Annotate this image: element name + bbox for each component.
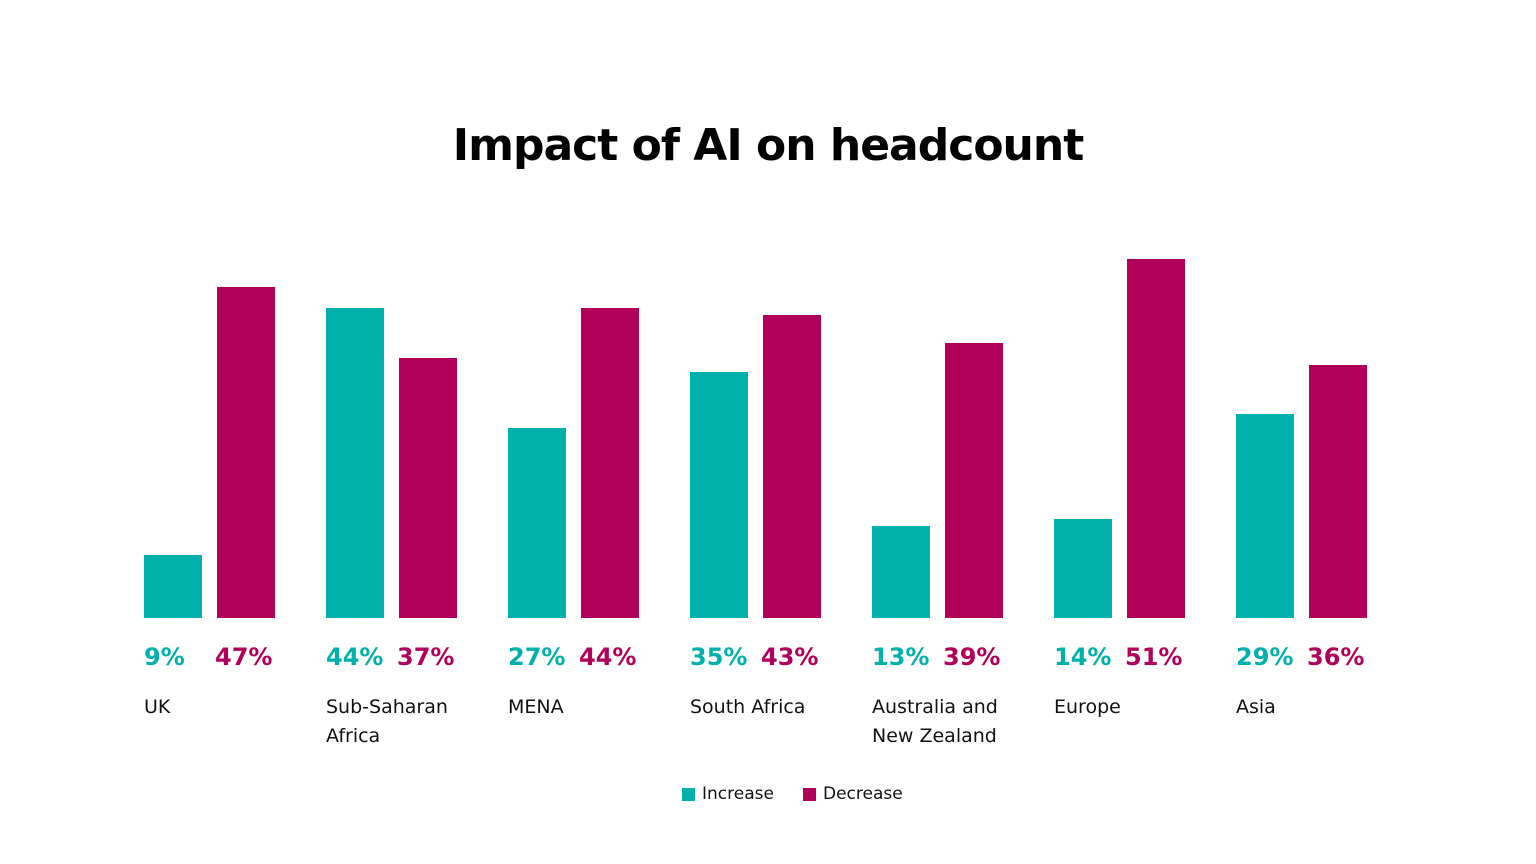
legend-swatch	[682, 787, 695, 801]
bar	[399, 357, 457, 618]
bar	[1236, 413, 1294, 618]
legend-label: Increase	[702, 784, 774, 804]
bar	[1054, 519, 1112, 618]
value-label: 43%	[761, 643, 819, 671]
value-label: 29%	[1236, 643, 1294, 671]
bar	[217, 287, 275, 618]
value-label: 47%	[215, 643, 273, 671]
bar	[945, 343, 1003, 618]
value-label: 27%	[508, 643, 566, 671]
value-label: 14%	[1054, 643, 1112, 671]
value-label: 35%	[690, 643, 748, 671]
category-label: Europe	[1054, 696, 1121, 718]
chart-title: Impact of AI on headcount	[452, 120, 1085, 171]
legend-swatch	[803, 787, 816, 801]
value-label: 44%	[326, 643, 384, 671]
category-label: Australia and New Zealand	[872, 696, 998, 747]
bar	[1309, 364, 1367, 618]
bar	[144, 554, 202, 618]
legend-item: Increase	[682, 784, 774, 804]
bar	[581, 308, 639, 618]
category-label: UK	[144, 696, 171, 718]
bar	[1127, 258, 1185, 618]
value-label: 13%	[872, 643, 930, 671]
value-label: 51%	[1125, 643, 1183, 671]
value-label: 9%	[144, 643, 185, 671]
value-label: 37%	[397, 643, 455, 671]
category-label: South Africa	[690, 696, 806, 718]
category-label: Asia	[1236, 696, 1276, 718]
value-label: 44%	[579, 643, 637, 671]
bar	[326, 308, 384, 618]
value-label: 39%	[943, 643, 1001, 671]
legend-item: Decrease	[803, 784, 903, 804]
category-label: MENA	[508, 696, 564, 718]
bar	[508, 427, 566, 618]
bar	[872, 526, 930, 618]
value-label: 36%	[1307, 643, 1365, 671]
bar	[690, 371, 748, 618]
legend-label: Decrease	[823, 784, 903, 804]
category-label: Sub-Saharan Africa	[326, 696, 448, 747]
bar	[763, 315, 821, 618]
